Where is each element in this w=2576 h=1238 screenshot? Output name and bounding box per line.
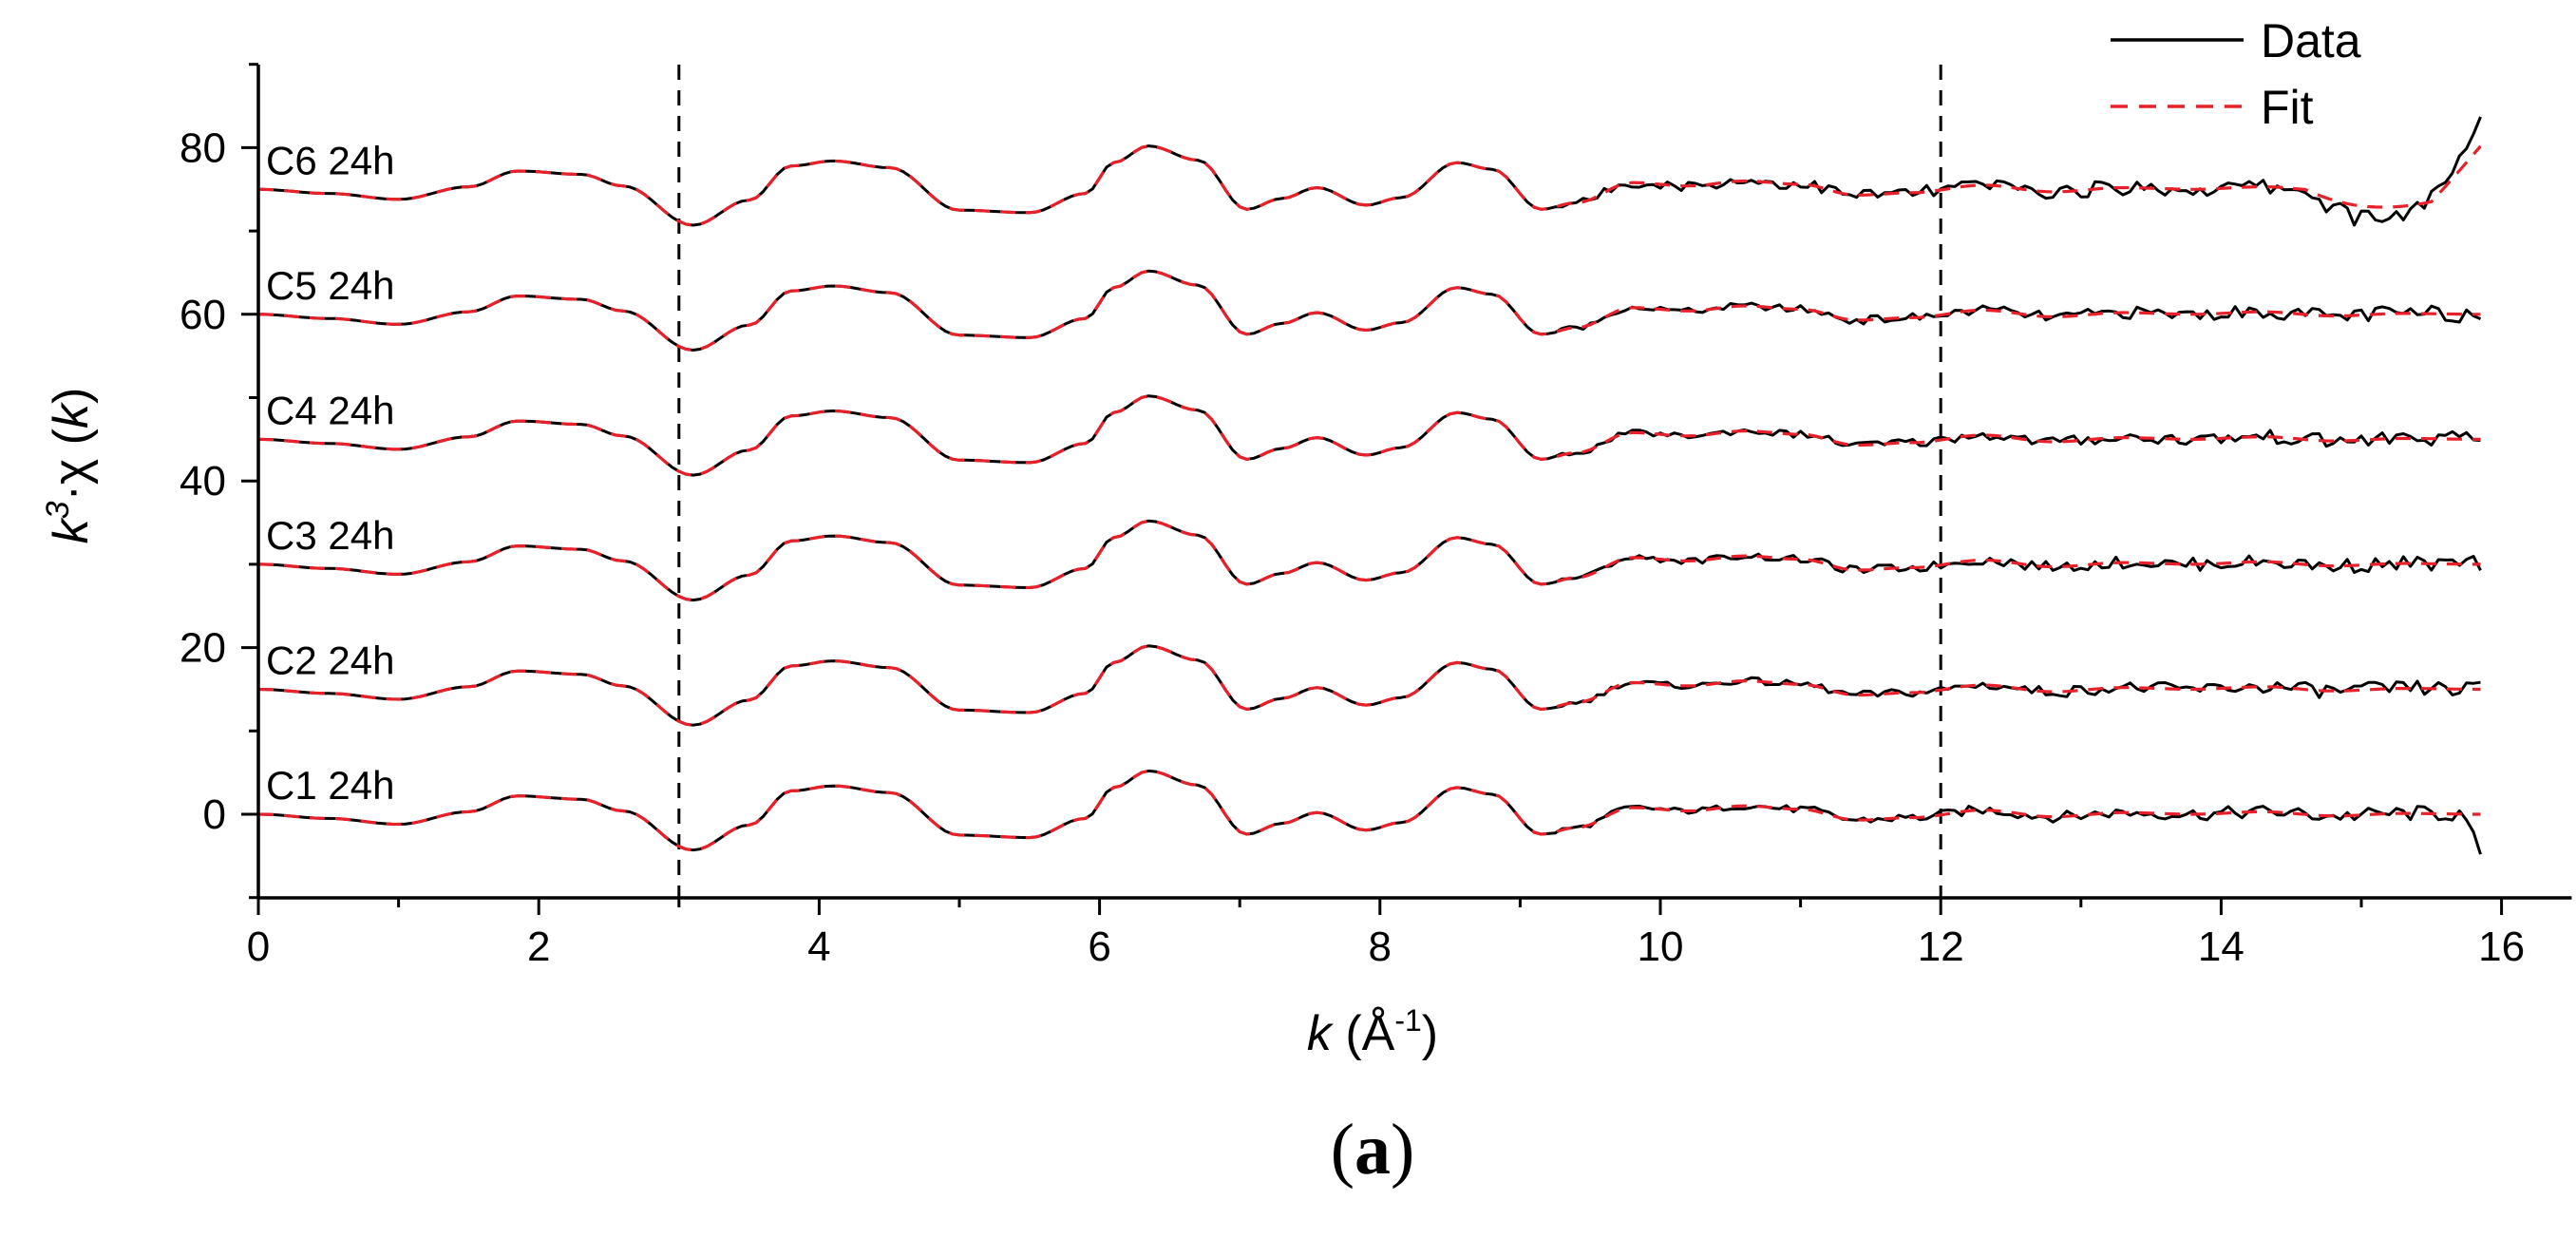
panel-label-close: ) <box>1391 1110 1414 1190</box>
fit-line <box>257 519 2481 602</box>
x-tick-label: 16 <box>2478 924 2525 970</box>
panel-label-open: ( <box>1331 1110 1354 1190</box>
series-group <box>257 116 2482 855</box>
y-axis-mid: ·χ ( <box>44 428 99 501</box>
svg-text:k (Å-1): k (Å-1) <box>1307 1003 1438 1061</box>
y-axis-k: k <box>44 516 99 543</box>
series-label: C3 24h <box>266 513 394 558</box>
legend-data-label: Data <box>2261 14 2361 67</box>
series-label: C4 24h <box>266 388 394 432</box>
fit-line <box>257 644 2481 727</box>
y-axis-k2: k <box>44 401 99 429</box>
panel-label-letter: a <box>1354 1110 1391 1190</box>
y-tick-label: 0 <box>203 791 226 838</box>
data-line <box>257 644 2481 727</box>
y-tick-label: 80 <box>180 124 226 171</box>
series-label: C6 24h <box>266 138 394 182</box>
y-tick-label: 40 <box>180 458 226 505</box>
reference-vlines <box>677 65 1942 898</box>
y-tick-label: 60 <box>180 292 226 338</box>
x-tick-label: 8 <box>1369 924 1392 970</box>
y-tick-label: 20 <box>180 625 226 672</box>
x-tick-label: 4 <box>807 924 830 970</box>
series-label: C2 24h <box>266 638 394 682</box>
legend-fit-label: Fit <box>2261 81 2314 134</box>
svg-text:(a): (a) <box>1331 1110 1415 1190</box>
y-axis-close: ) <box>44 388 99 404</box>
x-tick-label: 0 <box>247 924 270 970</box>
x-axis-unit-open: (Å <box>1332 1006 1395 1061</box>
x-tick-label: 12 <box>1918 924 1964 970</box>
series-label: C1 24h <box>266 763 394 808</box>
x-tick-label: 14 <box>2198 924 2245 970</box>
axes: 0 2 4 6 8 10 12 14 16 0 20 40 60 80 <box>180 63 2572 970</box>
x-tick-label: 10 <box>1638 924 1684 970</box>
y-axis-sup: 3 <box>40 501 76 519</box>
x-axis-var: k <box>1307 1006 1335 1061</box>
data-line <box>257 116 2482 227</box>
x-tick-label: 6 <box>1088 924 1110 970</box>
legend: Data Fit <box>2111 14 2361 134</box>
x-axis-title: k (Å-1) <box>1307 1003 1438 1061</box>
series-label: C5 24h <box>266 263 394 308</box>
data-line <box>257 269 2482 352</box>
data-line <box>257 394 2481 477</box>
fit-line <box>257 769 2481 852</box>
series-labels: C1 24h C2 24h C3 24h C4 24h C5 24h C6 24h <box>266 138 394 808</box>
fit-line <box>257 394 2481 477</box>
svg-text:k3·χ (k): k3·χ (k) <box>40 388 99 544</box>
fit-line <box>257 143 2482 227</box>
x-axis-unit-close: ) <box>1422 1006 1438 1061</box>
data-line <box>257 519 2482 602</box>
x-tick-label: 2 <box>527 924 550 970</box>
fit-line <box>257 269 2481 352</box>
y-axis-title: k3·χ (k) <box>40 388 99 544</box>
x-axis-unit-sup: -1 <box>1394 1003 1421 1038</box>
panel-label: (a) <box>1331 1110 1415 1190</box>
